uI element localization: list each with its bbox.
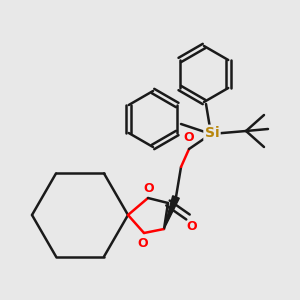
Text: Si: Si [205,126,219,140]
Polygon shape [164,196,179,229]
Text: O: O [144,182,154,195]
Text: O: O [184,131,194,144]
Text: O: O [138,237,148,250]
Text: O: O [187,220,197,233]
